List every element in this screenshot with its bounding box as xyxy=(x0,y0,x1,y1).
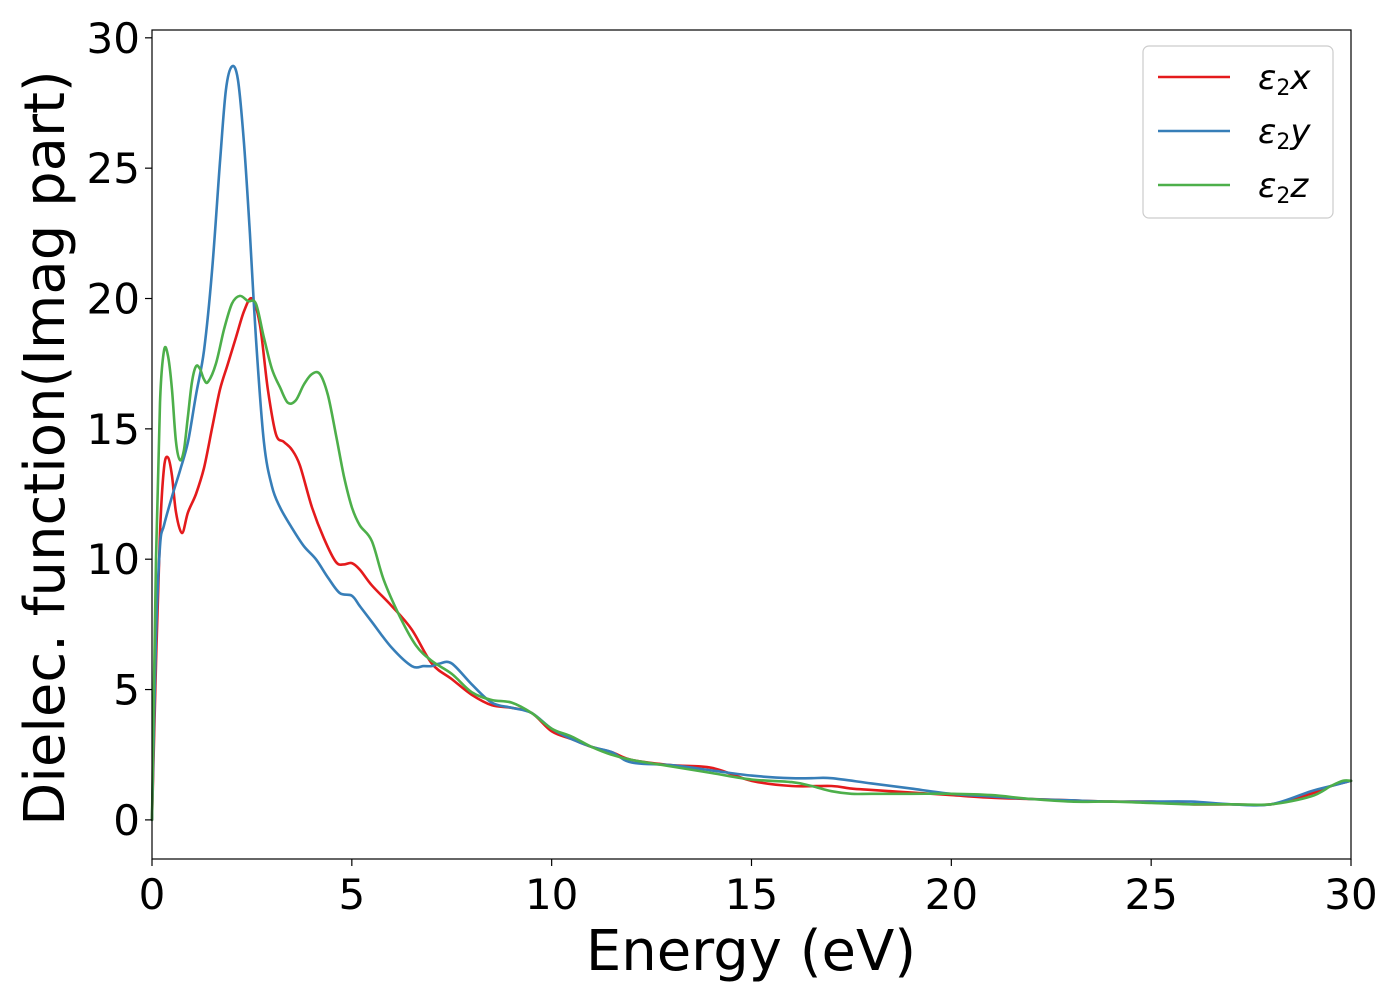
series-line-z xyxy=(150,294,1353,822)
legend: ε2x ε2y ε2z xyxy=(1142,45,1334,219)
x-tick-label: 0 xyxy=(139,870,166,919)
y-tick-label: 30 xyxy=(87,14,140,63)
y-tick-label: 10 xyxy=(87,535,140,584)
series-layer xyxy=(150,64,1353,822)
x-tick-label: 30 xyxy=(1324,870,1377,919)
x-tick-label: 5 xyxy=(338,870,365,919)
x-tick-label: 15 xyxy=(725,870,778,919)
y-tick-label: 20 xyxy=(87,275,140,324)
legend-label-x: ε2x xyxy=(1258,58,1311,101)
y-tick-label: 0 xyxy=(113,796,140,845)
y-tick-label: 15 xyxy=(87,405,140,454)
legend-label-y: ε2y xyxy=(1258,112,1311,155)
y-axis-label: Dielec. function(Imag part) xyxy=(13,70,78,826)
series-line-x xyxy=(150,296,1353,822)
x-tick-label: 10 xyxy=(525,870,578,919)
x-tick-label: 25 xyxy=(1124,870,1177,919)
legend-label-z: ε2z xyxy=(1258,166,1309,209)
x-axis-label: Energy (eV) xyxy=(586,919,916,984)
legend-box xyxy=(1142,45,1334,219)
y-tick-label: 25 xyxy=(87,144,140,193)
x-axis-ticks: 0 5 10 15 20 25 30 xyxy=(139,859,1378,919)
x-tick-label: 20 xyxy=(925,870,978,919)
y-axis-ticks: 0 5 10 15 20 25 30 xyxy=(87,14,152,845)
y-tick-label: 5 xyxy=(113,666,140,715)
